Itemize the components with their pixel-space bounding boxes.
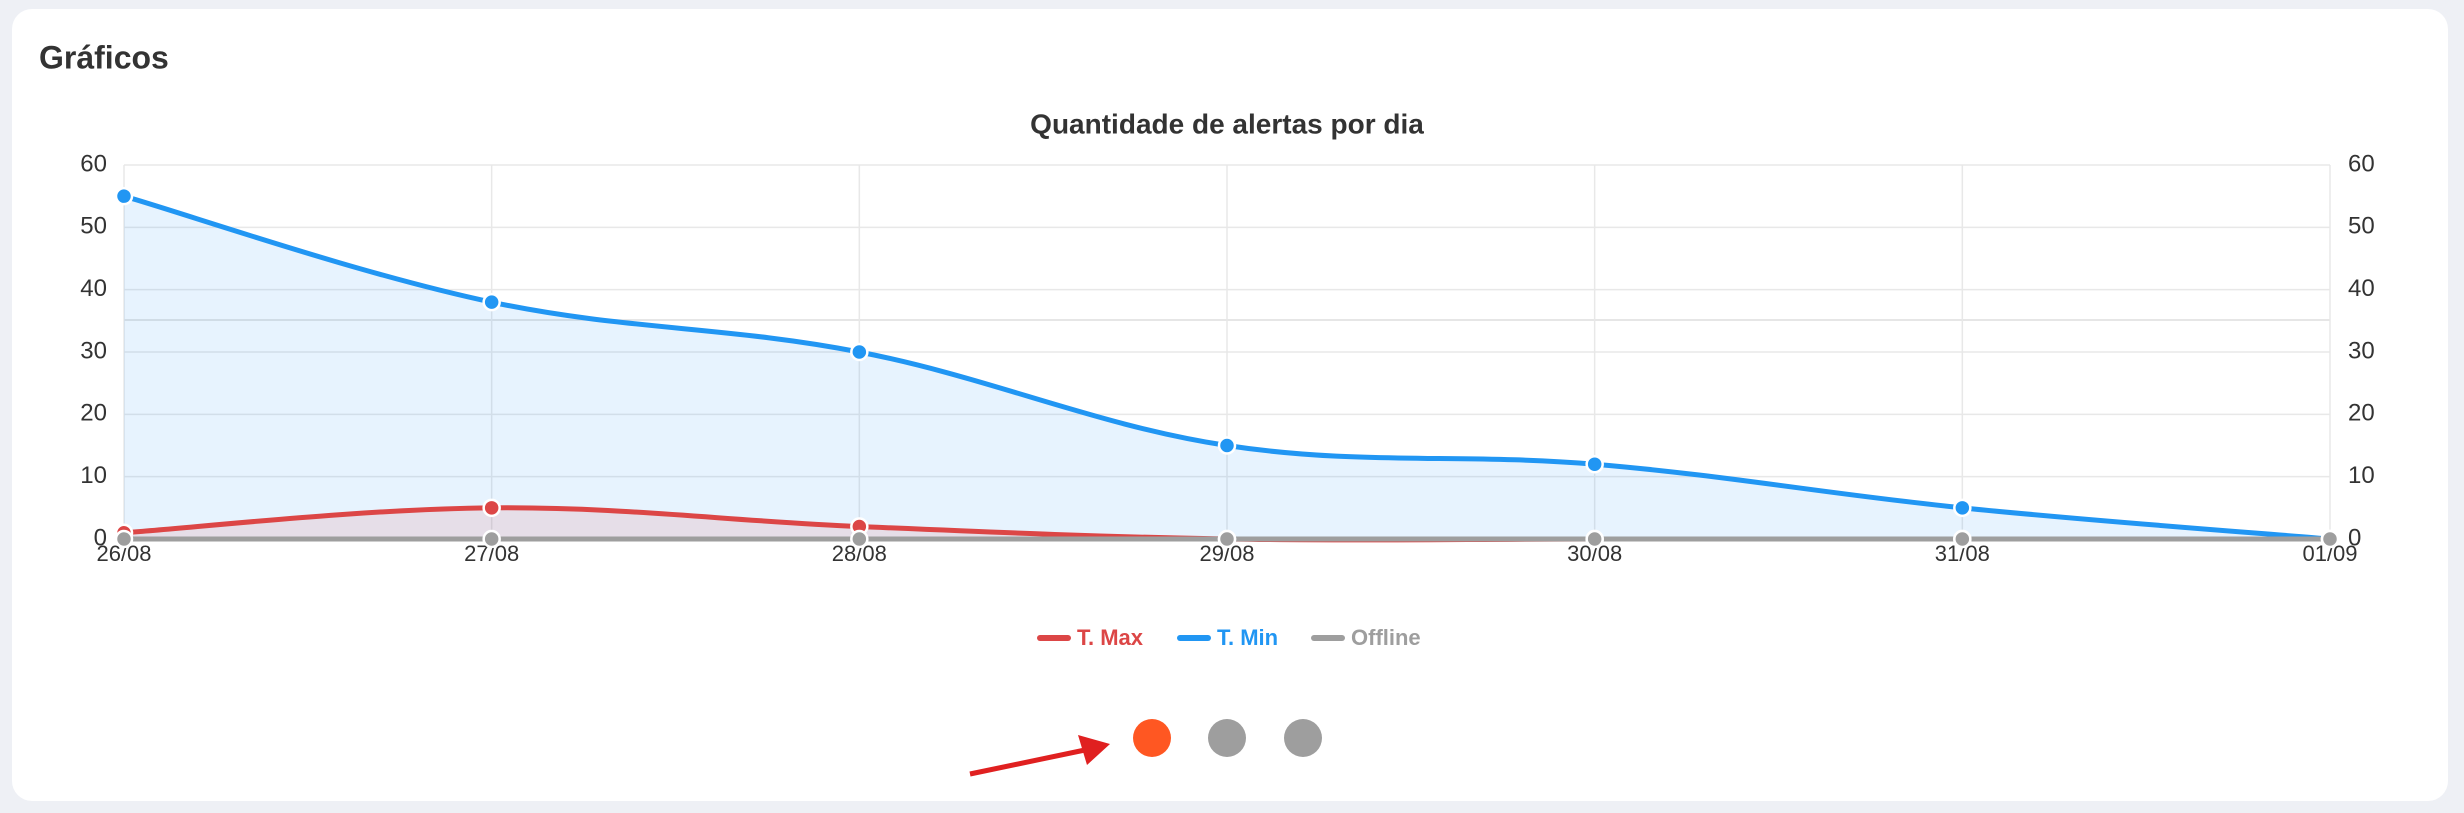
y2-tick-label: 0 xyxy=(2348,524,2361,551)
arrow-head xyxy=(1078,735,1110,765)
point xyxy=(1217,436,1237,455)
chart-title: Quantidade de alertas por dia xyxy=(1030,108,1424,139)
card-title: Gráficos xyxy=(39,39,169,75)
y2-tick-label: 30 xyxy=(2348,337,2375,364)
carousel-dot[interactable] xyxy=(1284,719,1322,757)
y-tick-label: 10 xyxy=(80,462,107,489)
y-tick-label: 30 xyxy=(80,337,107,364)
legend-label: T. Max xyxy=(1077,625,1144,650)
arrow-shaft xyxy=(969,747,1086,777)
point xyxy=(1953,529,1972,549)
point xyxy=(482,292,501,312)
y2-tick-label: 20 xyxy=(2348,400,2375,427)
y-tick-label: 40 xyxy=(80,275,107,302)
y2-tick-label: 60 xyxy=(2348,150,2375,177)
point xyxy=(1953,498,1972,518)
point xyxy=(1217,529,1237,549)
point xyxy=(1585,529,1604,549)
y2-tick-label: 50 xyxy=(2348,213,2375,240)
legend-label: T. Min xyxy=(1217,625,1278,650)
y-tick-label: 20 xyxy=(80,400,107,427)
legend-label: Offline xyxy=(1351,625,1421,650)
y-tick-label: 60 xyxy=(80,150,107,177)
y2-tick-label: 10 xyxy=(2348,462,2375,489)
point xyxy=(114,529,134,549)
point xyxy=(850,529,869,549)
y2-tick-label: 40 xyxy=(2348,275,2375,302)
point xyxy=(850,342,869,362)
y-tick-label: 0 xyxy=(94,524,107,551)
carousel-dot-active[interactable] xyxy=(1133,719,1171,757)
point xyxy=(1585,454,1604,474)
point xyxy=(114,186,134,206)
y-tick-label: 50 xyxy=(80,213,107,240)
point xyxy=(2320,529,2340,549)
carousel-dot[interactable] xyxy=(1208,719,1246,757)
area xyxy=(124,196,2330,539)
point xyxy=(482,529,501,549)
point xyxy=(482,498,501,518)
card xyxy=(12,9,2448,801)
